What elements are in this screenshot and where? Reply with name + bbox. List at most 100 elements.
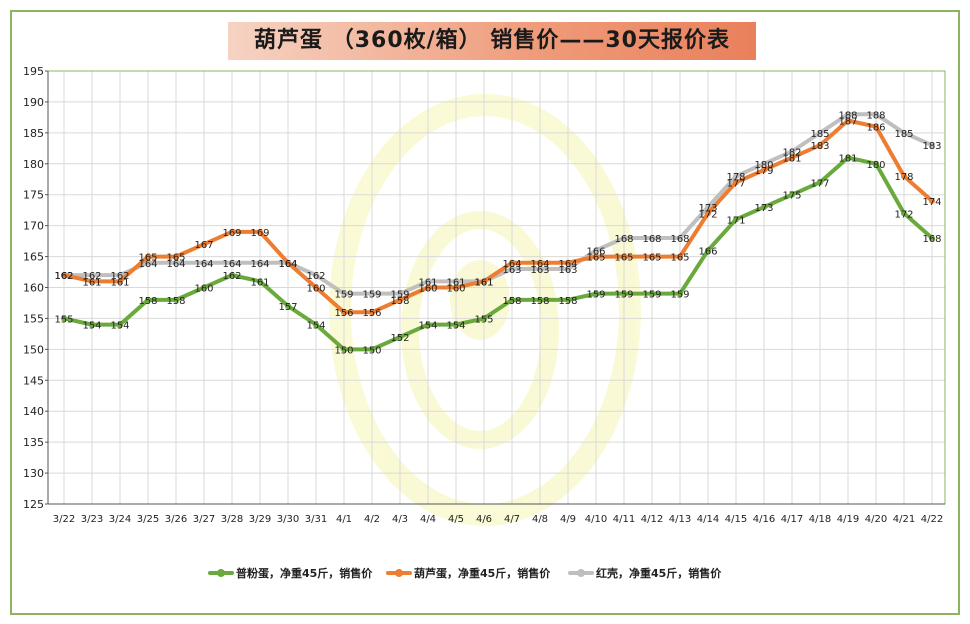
data-label: 161	[418, 277, 437, 288]
data-label: 150	[334, 345, 353, 356]
data-label: 161	[474, 277, 493, 288]
data-label: 158	[138, 296, 157, 307]
data-label: 162	[306, 271, 325, 282]
data-label: 168	[670, 234, 689, 245]
x-tick-label: 4/3	[392, 514, 408, 525]
data-label: 163	[530, 265, 549, 276]
data-label: 171	[726, 215, 745, 226]
data-label: 154	[418, 321, 437, 332]
data-label: 159	[586, 290, 605, 301]
legend-label: 红壳，净重45斤，销售价	[596, 566, 722, 580]
data-point	[565, 265, 571, 272]
data-point	[257, 259, 263, 266]
y-tick-label: 155	[23, 312, 44, 325]
x-tick-label: 3/29	[249, 514, 271, 525]
y-tick-label: 170	[23, 220, 44, 233]
data-point	[705, 247, 711, 254]
x-tick-label: 3/31	[305, 514, 327, 525]
data-label: 160	[446, 284, 465, 295]
x-tick-label: 4/9	[560, 514, 576, 525]
data-point	[481, 278, 487, 285]
data-point	[369, 346, 375, 353]
data-label: 156	[362, 308, 381, 319]
data-label: 188	[838, 110, 857, 121]
data-label: 164	[278, 259, 297, 270]
data-point	[733, 173, 739, 180]
data-label: 175	[782, 191, 801, 202]
data-label: 169	[250, 228, 269, 239]
data-label: 181	[782, 154, 801, 165]
x-tick-label: 4/22	[921, 514, 943, 525]
data-point	[145, 253, 151, 260]
series-line	[62, 112, 934, 296]
data-point	[705, 210, 711, 217]
x-tick-label: 3/26	[165, 514, 187, 525]
data-point	[649, 253, 655, 260]
x-tick-label: 4/5	[448, 514, 464, 525]
x-tick-label: 3/25	[137, 514, 159, 525]
data-point	[313, 272, 319, 279]
data-label: 157	[278, 302, 297, 313]
data-point	[901, 129, 907, 136]
x-tick-label: 4/20	[865, 514, 887, 525]
data-point	[537, 296, 543, 303]
data-point	[677, 253, 683, 260]
data-label: 162	[82, 271, 101, 282]
data-label: 164	[502, 259, 521, 270]
data-point	[145, 259, 151, 266]
data-label: 186	[866, 123, 885, 134]
x-tick-label: 3/23	[81, 514, 103, 525]
x-tick-label: 4/6	[476, 514, 492, 525]
data-label: 158	[558, 296, 577, 307]
data-label: 155	[474, 314, 493, 325]
x-tick-label: 4/4	[420, 514, 436, 525]
data-label: 183	[922, 141, 941, 152]
data-label: 159	[362, 290, 381, 301]
data-label: 172	[894, 209, 913, 220]
data-point	[537, 259, 543, 266]
data-point	[481, 315, 487, 322]
data-point	[761, 204, 767, 211]
data-label: 174	[922, 197, 941, 208]
data-point	[817, 142, 823, 149]
data-label: 169	[222, 228, 241, 239]
data-point	[621, 235, 627, 242]
data-point	[397, 290, 403, 297]
data-point	[789, 148, 795, 155]
data-point	[649, 235, 655, 242]
data-point	[817, 129, 823, 136]
y-tick-label: 150	[23, 343, 44, 356]
data-point	[341, 290, 347, 297]
data-label: 160	[418, 284, 437, 295]
data-point	[929, 197, 935, 204]
data-label: 167	[194, 240, 213, 251]
data-label: 158	[390, 296, 409, 307]
data-label: 165	[138, 253, 157, 264]
data-point	[89, 272, 95, 279]
series-group	[61, 111, 935, 353]
x-tick-label: 4/8	[532, 514, 548, 525]
x-tick-label: 4/7	[504, 514, 520, 525]
data-label: 166	[698, 246, 717, 257]
data-point	[425, 284, 431, 291]
x-tick-label: 4/2	[364, 514, 380, 525]
data-point	[201, 259, 207, 266]
data-label: 159	[390, 290, 409, 301]
data-label: 178	[894, 172, 913, 183]
data-point	[229, 228, 235, 235]
y-tick-label: 125	[23, 498, 44, 511]
data-label: 155	[54, 314, 73, 325]
legend-marker	[395, 569, 403, 577]
data-label: 156	[334, 308, 353, 319]
data-point	[257, 228, 263, 235]
data-label: 159	[670, 290, 689, 301]
data-point	[509, 265, 515, 272]
data-point	[621, 253, 627, 260]
data-label: 154	[446, 321, 465, 332]
data-label: 165	[642, 253, 661, 264]
x-tick-label: 3/30	[277, 514, 299, 525]
data-label: 162	[222, 271, 241, 282]
data-point	[761, 166, 767, 173]
y-tick-label: 175	[23, 189, 44, 202]
